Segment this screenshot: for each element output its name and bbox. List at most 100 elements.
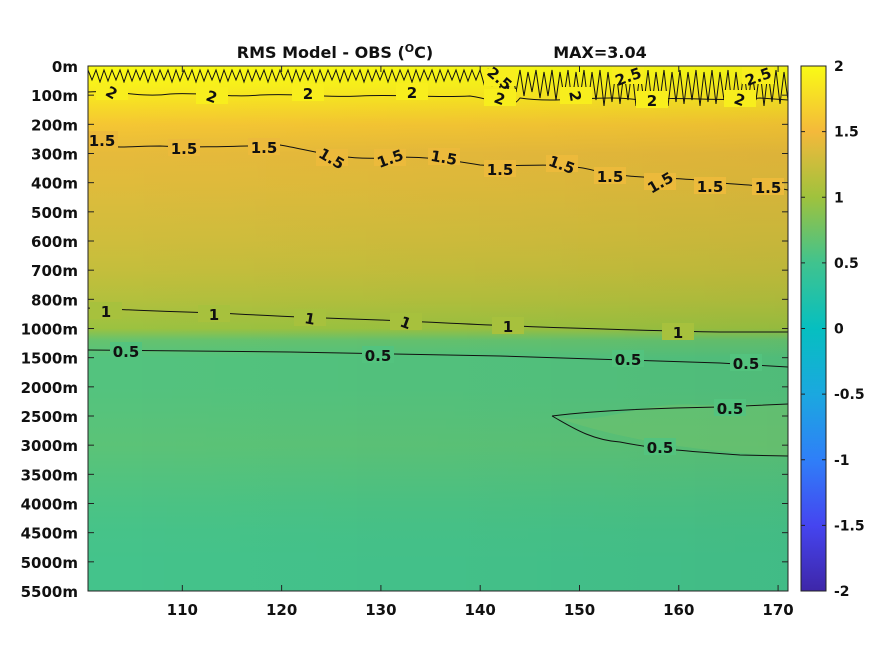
x-tick-label: 140 xyxy=(465,601,496,619)
contour-label-bg xyxy=(110,342,142,359)
contour-label-bg xyxy=(484,89,516,106)
y-tick-label: 4500m xyxy=(21,525,78,543)
colorbar-ticks: 2 1.5 1 0.5 0 -0.5 -1 -1.5 -2 xyxy=(801,59,865,600)
contour-label: 1 xyxy=(673,324,683,342)
contour-label: 0.5 xyxy=(365,347,392,365)
contour-1 xyxy=(88,307,788,333)
colorbar-tick-label: -0.5 xyxy=(834,387,865,403)
contour-label-bg xyxy=(730,354,762,371)
colorbar-tick-label: -1 xyxy=(834,453,850,469)
contour-label-bg xyxy=(724,90,756,107)
contour-label: 1.5 xyxy=(755,179,782,197)
contour-label-bg xyxy=(742,67,774,84)
y-tick-label: 500m xyxy=(31,204,78,222)
contour-label-bg xyxy=(694,177,726,194)
contour-label: 0.5 xyxy=(113,343,140,361)
chart-title: RMS Model - OBS (OC) xyxy=(237,42,433,62)
contour-label: 2 xyxy=(407,84,417,102)
y-tick-label: 3500m xyxy=(21,466,78,484)
y-tick-label: 400m xyxy=(31,175,78,193)
y-tick-label: 5000m xyxy=(21,554,78,572)
contour-label-bg xyxy=(662,323,694,340)
contour-label: 2 xyxy=(303,85,313,103)
contour-label-bg xyxy=(636,91,668,108)
contour-label-bg xyxy=(644,173,676,190)
contour-label-bg xyxy=(484,160,516,177)
colorbar-tick-label: 0.5 xyxy=(834,256,859,272)
contour-label-bg xyxy=(484,69,516,86)
y-tick-label: 1000m xyxy=(21,321,78,339)
max-label: MAX=3.04 xyxy=(553,43,647,62)
contour-label: 1 xyxy=(303,309,316,329)
contour-label-bg xyxy=(374,149,406,166)
contour-label: 1.5 xyxy=(89,132,116,150)
x-tick-label: 170 xyxy=(762,601,793,619)
contour-label-bg xyxy=(168,139,200,156)
contour-label: 1.5 xyxy=(487,161,514,179)
x-axis: 110 120 130 140 150 160 170 xyxy=(167,66,794,619)
contour-label-bg xyxy=(294,309,326,326)
contour-label: 2 xyxy=(647,92,657,110)
y-tick-label: 5500m xyxy=(21,583,78,601)
x-tick-label: 120 xyxy=(266,601,297,619)
contour-label: 1.5 xyxy=(429,147,458,169)
contour-2p5 xyxy=(88,68,788,107)
contour-label: 2 xyxy=(565,89,585,102)
y-tick-label: 2000m xyxy=(21,379,78,397)
y-tick-label: 100m xyxy=(31,87,78,105)
contour-label: 1.5 xyxy=(597,168,624,186)
y-tick-label: 200m xyxy=(31,116,78,134)
contour-label-bg xyxy=(362,346,394,363)
y-axis: 0m 100m 200m 300m 400m 500m 600m 700m 800m 1000m 1… xyxy=(21,58,788,601)
contour-label-bg xyxy=(428,148,460,165)
contour-label-bg xyxy=(196,87,228,104)
contour-label: 0.5 xyxy=(733,355,760,373)
colorbar-tick-label: -1.5 xyxy=(834,518,865,534)
y-tick-label: 600m xyxy=(31,233,78,251)
y-tick-label: 700m xyxy=(31,262,78,280)
contour-label-bg xyxy=(644,438,676,455)
contour-label-bg xyxy=(594,167,626,184)
contour-label: 1.5 xyxy=(251,139,278,157)
contour-label-bg xyxy=(752,178,784,195)
contour-label: 1 xyxy=(101,303,111,321)
contour-label: 0.5 xyxy=(615,351,642,369)
contour-label-bg xyxy=(316,149,348,166)
x-tick-label: 150 xyxy=(564,601,595,619)
contour-label: 1.5 xyxy=(171,140,198,158)
y-tick-label: 3000m xyxy=(21,437,78,455)
contour-label-bg xyxy=(88,131,118,148)
colorbar-tick-label: 2 xyxy=(834,59,844,75)
contour-label: 0.5 xyxy=(647,439,674,457)
y-tick-label: 4000m xyxy=(21,496,78,514)
contour-label: 1 xyxy=(209,306,219,324)
y-tick-label: 300m xyxy=(31,146,78,164)
contour-label: 1.5 xyxy=(697,178,724,196)
x-tick-label: 110 xyxy=(167,601,198,619)
contour-label: 0.5 xyxy=(717,400,744,418)
contour-label-bg xyxy=(390,313,422,330)
contour-label-bg xyxy=(248,138,280,155)
contour-label-bg xyxy=(612,67,644,84)
contour-label-bg xyxy=(714,399,746,416)
colorbar-tick-label: 1 xyxy=(834,190,844,206)
contour-label-bg xyxy=(198,305,230,322)
contour-label-bg xyxy=(96,83,128,100)
x-tick-label: 130 xyxy=(365,601,396,619)
contour-label-bg xyxy=(546,155,578,172)
deep-patch xyxy=(552,404,788,456)
colorbar-tick-label: -2 xyxy=(834,584,850,600)
contour-label-bg xyxy=(560,87,592,104)
contour-label-bg xyxy=(292,84,324,101)
y-tick-label: 800m xyxy=(31,291,78,309)
x-tick-label: 160 xyxy=(663,601,694,619)
contour-0p5-closed xyxy=(551,403,788,457)
contour-label-bg xyxy=(612,350,644,367)
colorbar-tick-label: 0 xyxy=(834,322,844,338)
plot-area: 2.5 2.5 2.52 2 2 2 2 2 2 21.5 1.5 1.5 1.5 1.5 1.51.5 1.… xyxy=(88,66,788,591)
y-tick-label: 1500m xyxy=(21,350,78,368)
y-tick-label: 2500m xyxy=(21,408,78,426)
contour-label: 1 xyxy=(503,318,513,336)
contour-label-bg xyxy=(396,83,428,100)
